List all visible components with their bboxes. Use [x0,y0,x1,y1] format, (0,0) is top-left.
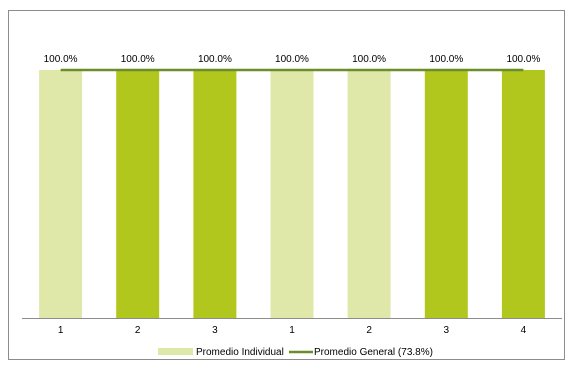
data-label-3: 100.0% [198,54,232,65]
x-tick-label-5: 2 [366,325,372,336]
bar-1 [39,70,83,318]
data-label-7: 100.0% [506,54,540,65]
x-tick-label-3: 3 [212,325,218,336]
bar-2 [116,70,160,318]
bar-6 [424,70,468,318]
legend-swatch-individual [158,348,193,355]
x-tick-label-7: 4 [521,325,527,336]
data-label-5: 100.0% [352,54,386,65]
bar-3 [193,70,237,318]
data-label-2: 100.0% [121,54,155,65]
x-tick-label-1: 1 [58,325,64,336]
bar-4 [270,70,314,318]
data-labels-layer: 100.0% 100.0% 100.0% 100.0% 100.0% 100.0% 100.… [44,54,541,65]
bars-layer [39,70,545,318]
legend-label-individual: Promedio Individual [196,347,284,358]
data-label-4: 100.0% [275,54,309,65]
legend-label-general: Promedio General (73.8%) [314,347,433,358]
data-label-6: 100.0% [429,54,463,65]
x-tick-labels: 1 2 3 1 2 3 4 [58,325,527,336]
bar-7 [501,70,545,318]
bar-5 [347,70,391,318]
x-tick-label-4: 1 [289,325,295,336]
legend: Promedio Individual Promedio General (73… [158,347,433,358]
x-tick-label-6: 3 [444,325,450,336]
x-tick-label-2: 2 [135,325,141,336]
data-label-1: 100.0% [44,54,78,65]
